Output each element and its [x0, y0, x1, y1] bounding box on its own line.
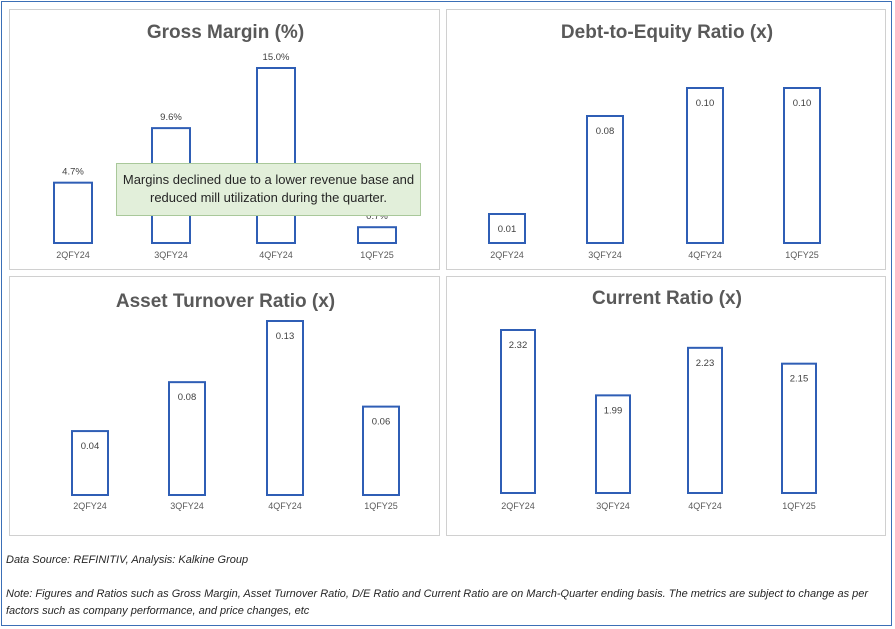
x-tick-label: 3QFY24	[154, 250, 188, 260]
current-ratio-chart-svg: Current Ratio (x) 2.32 2QFY24 1.99 3QFY24 2.2…	[500, 288, 817, 511]
chart-title: Current Ratio (x)	[592, 288, 742, 309]
bar-3qfy24	[595, 394, 631, 494]
data-source-note: Data Source: REFINITIV, Analysis: Kalkin…	[6, 554, 249, 566]
asset-turnover-chart: Asset Turnover Ratio (x) 0.04 2QFY24 0.08 3Q…	[9, 276, 440, 536]
data-label: 0.06	[372, 417, 391, 428]
bar-2qfy24	[488, 213, 526, 244]
x-tick-label: 3QFY24	[596, 501, 630, 511]
data-label: 9.6%	[160, 112, 182, 123]
x-tick-label: 2QFY24	[501, 501, 535, 511]
bar-4qfy24	[686, 87, 724, 244]
data-label: 4.7%	[62, 167, 84, 178]
x-tick-label: 3QFY24	[588, 250, 622, 260]
data-label: 15.0%	[263, 52, 290, 63]
bar-1qfy25	[362, 405, 400, 496]
bar-1qfy25	[781, 362, 817, 494]
bar-3qfy24	[168, 381, 206, 496]
chart-title: Asset Turnover Ratio (x)	[116, 291, 335, 312]
x-tick-label: 4QFY24	[268, 501, 302, 511]
data-label: 0.7%	[366, 211, 388, 222]
x-tick-label: 4QFY24	[259, 250, 293, 260]
data-label: 0.13	[276, 331, 295, 342]
debt-to-equity-chart: Debt-to-Equity Ratio (x) 0.01 2QFY24 0.08 3Q…	[446, 9, 886, 270]
bar-2qfy24	[500, 329, 536, 494]
bar-4qfy24	[266, 320, 304, 496]
data-label: 2.32	[509, 340, 528, 351]
x-tick-label: 2QFY24	[56, 250, 90, 260]
data-label: 0.01	[498, 224, 517, 235]
data-label: 2.23	[696, 358, 715, 369]
x-tick-label: 1QFY25	[782, 501, 816, 511]
data-label: 0.10	[793, 98, 812, 109]
asset-turnover-chart-svg: Asset Turnover Ratio (x) 0.04 2QFY24 0.08 3Q…	[71, 291, 400, 511]
x-tick-label: 2QFY24	[490, 250, 524, 260]
data-label: 2.15	[790, 374, 809, 385]
bar-4qfy24	[687, 346, 723, 494]
bar-2qfy24	[53, 181, 93, 245]
x-tick-label: 1QFY25	[785, 250, 819, 260]
bar-4qfy24	[256, 67, 296, 244]
x-tick-label: 1QFY25	[360, 250, 394, 260]
gross-margin-callout: Margins declined due to a lower revenue …	[116, 163, 421, 216]
x-tick-label: 3QFY24	[170, 501, 204, 511]
data-label: 0.10	[696, 98, 715, 109]
data-label: 1.99	[604, 405, 623, 416]
bar-2qfy24	[71, 430, 109, 496]
bar-1qfy25	[357, 226, 397, 244]
footnote: Note: Figures and Ratios such as Gross M…	[6, 588, 869, 617]
debt-to-equity-chart-svg: Debt-to-Equity Ratio (x) 0.01 2QFY24 0.08 3Q…	[488, 22, 821, 260]
chart-title: Gross Margin (%)	[147, 22, 304, 43]
data-label: 0.08	[596, 126, 615, 137]
gross-margin-chart-svg: Gross Margin (%) 4.7% 2QFY24 9.6% 3QFY24 15.0…	[53, 22, 397, 260]
x-tick-label: 1QFY25	[364, 501, 398, 511]
current-ratio-chart: Current Ratio (x) 2.32 2QFY24 1.99 3QFY24 2.2…	[446, 276, 886, 536]
chart-title: Debt-to-Equity Ratio (x)	[561, 22, 773, 43]
bar-3qfy24	[586, 115, 624, 244]
x-tick-label: 2QFY24	[73, 501, 107, 511]
data-label: 0.08	[178, 392, 197, 403]
gross-margin-chart: Gross Margin (%) 4.7% 2QFY24 9.6% 3QFY24 15.0…	[9, 9, 440, 270]
x-tick-label: 4QFY24	[688, 501, 722, 511]
x-tick-label: 4QFY24	[688, 250, 722, 260]
data-label: 0.04	[81, 441, 100, 452]
bar-1qfy25	[783, 87, 821, 244]
